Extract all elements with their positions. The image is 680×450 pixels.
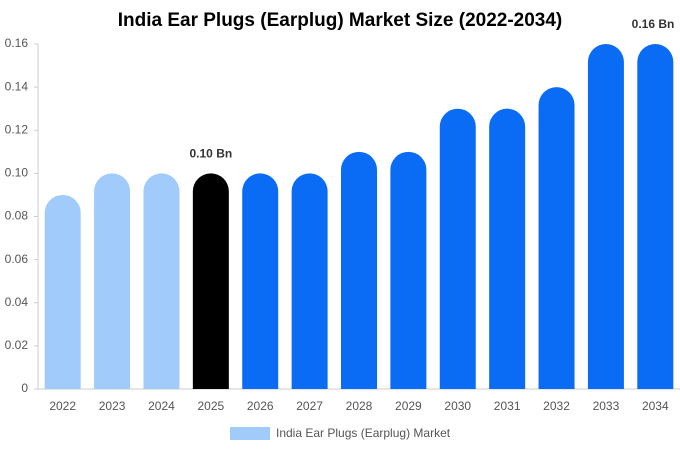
y-tick-label: 0.12	[5, 122, 29, 136]
x-tick-label: 2028	[346, 399, 373, 413]
bar	[587, 44, 624, 389]
x-tick-label: 2027	[296, 399, 323, 413]
x-tick-label: 2022	[49, 399, 76, 413]
x-tick-label: 2029	[395, 399, 422, 413]
x-tick-label: 2034	[642, 399, 669, 413]
x-tick-label: 2030	[444, 399, 471, 413]
bar	[94, 173, 131, 389]
bar	[439, 108, 476, 389]
y-tick-label: 0.04	[5, 295, 29, 309]
x-tick-label: 2026	[247, 399, 274, 413]
bar	[44, 194, 81, 389]
x-tick-label: 2031	[494, 399, 521, 413]
y-tick-label: 0	[21, 381, 28, 395]
y-tick-label: 0.02	[5, 338, 29, 352]
bar	[291, 173, 328, 389]
x-tick-label: 2024	[148, 399, 175, 413]
chart-title: India Ear Plugs (Earplug) Market Size (2…	[118, 10, 563, 31]
legend-label: India Ear Plugs (Earplug) Market	[276, 426, 451, 440]
bar	[489, 108, 526, 389]
y-tick-label: 0.14	[5, 79, 29, 93]
y-tick-label: 0.10	[5, 166, 29, 180]
legend-swatch	[230, 427, 270, 440]
bar	[538, 87, 575, 389]
bar	[637, 44, 674, 389]
bar	[192, 173, 229, 389]
value-label: 0.16 Bn	[632, 17, 675, 31]
x-tick-label: 2032	[543, 399, 570, 413]
value-label: 0.10 Bn	[190, 147, 233, 161]
bar	[390, 151, 427, 389]
x-tick-label: 2033	[593, 399, 620, 413]
y-tick-label: 0.06	[5, 252, 29, 266]
bar	[341, 151, 377, 389]
bar	[143, 173, 180, 389]
y-tick-label: 0.08	[5, 209, 29, 223]
y-tick-label: 0.16	[5, 36, 29, 50]
x-tick-label: 2025	[197, 399, 224, 413]
bar	[242, 173, 279, 389]
x-tick-label: 2023	[99, 399, 126, 413]
